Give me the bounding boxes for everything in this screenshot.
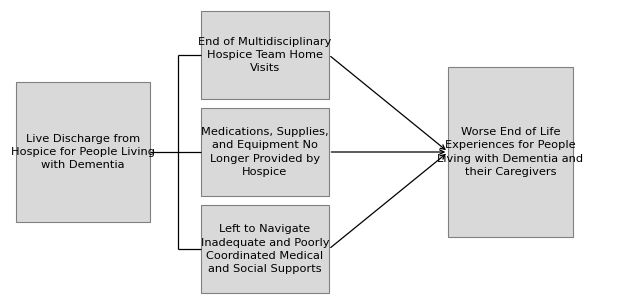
FancyBboxPatch shape: [16, 82, 150, 222]
FancyBboxPatch shape: [449, 67, 573, 237]
FancyBboxPatch shape: [201, 108, 329, 196]
Text: Left to Navigate
Inadequate and Poorly
Coordinated Medical
and Social Supports: Left to Navigate Inadequate and Poorly C…: [200, 224, 329, 274]
Text: Live Discharge from
Hospice for People Living
with Dementia: Live Discharge from Hospice for People L…: [11, 134, 155, 170]
Text: End of Multidisciplinary
Hospice Team Home
Visits: End of Multidisciplinary Hospice Team Ho…: [198, 36, 332, 73]
FancyBboxPatch shape: [201, 11, 329, 99]
FancyBboxPatch shape: [201, 205, 329, 293]
Text: Worse End of Life
Experiences for People
Living with Dementia and
their Caregive: Worse End of Life Experiences for People…: [437, 127, 584, 177]
Text: Medications, Supplies,
and Equipment No
Longer Provided by
Hospice: Medications, Supplies, and Equipment No …: [201, 127, 329, 177]
